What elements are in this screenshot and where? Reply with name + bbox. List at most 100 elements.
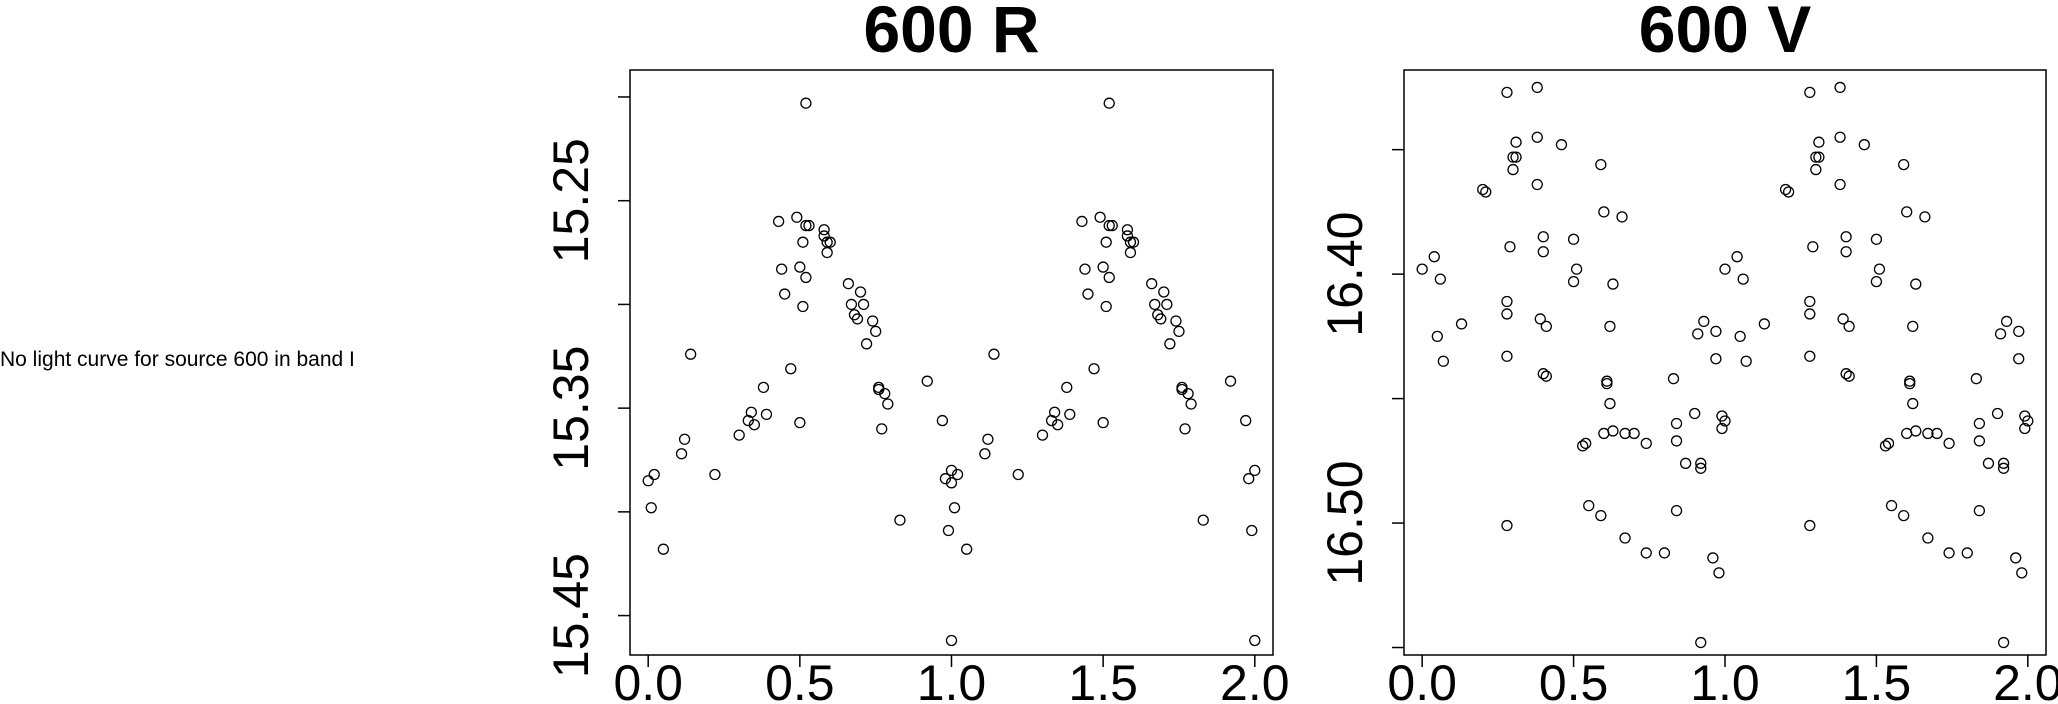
data-point xyxy=(1455,318,1468,330)
data-point xyxy=(1901,427,1913,440)
data-point xyxy=(1604,397,1616,410)
data-point xyxy=(1707,552,1719,564)
data-point xyxy=(1537,246,1549,258)
data-point xyxy=(1097,417,1109,429)
chart-panel-0: 600 R 0.0 0.5 1.0 1.5 2.0 15.25 15.35 15.45 xyxy=(543,0,1290,704)
chart-title: 600 R xyxy=(863,0,1039,66)
data-point xyxy=(1807,241,1819,253)
data-point xyxy=(1480,186,1492,198)
data-point xyxy=(1531,81,1543,94)
data-point xyxy=(1973,435,1986,447)
data-point xyxy=(1094,211,1106,223)
data-point xyxy=(1580,437,1592,450)
data-point xyxy=(2019,422,2031,435)
data-point xyxy=(1904,378,1916,390)
data-point xyxy=(1719,263,1731,275)
data-point xyxy=(1249,464,1261,477)
data-point xyxy=(951,468,964,481)
data-point xyxy=(1082,288,1094,300)
data-point xyxy=(1804,86,1816,99)
data-point xyxy=(791,211,803,223)
data-point xyxy=(1640,547,1652,559)
data-point xyxy=(1428,251,1440,263)
no-light-curve-note: No light curve for source 600 in band I xyxy=(0,348,355,371)
data-point xyxy=(1961,547,1973,559)
data-point xyxy=(945,634,958,647)
x-tick-label: 1.5 xyxy=(1068,655,1138,704)
data-point xyxy=(1982,457,1995,469)
data-point xyxy=(1088,363,1100,375)
data-point xyxy=(1121,224,1134,236)
data-point xyxy=(709,468,721,481)
data-point xyxy=(1106,219,1118,232)
data-point xyxy=(982,433,994,445)
data-point xyxy=(1507,163,1519,176)
data-point xyxy=(2016,567,2028,579)
data-point xyxy=(745,406,757,418)
data-point xyxy=(1997,636,2010,649)
y-tick-label: 15.25 xyxy=(543,138,599,263)
data-point xyxy=(1540,370,1552,382)
data-point xyxy=(1734,330,1746,343)
data-point xyxy=(1904,375,1916,387)
data-point xyxy=(1121,230,1134,242)
data-point xyxy=(1840,246,1852,258)
data-point xyxy=(1695,636,1707,649)
data-point xyxy=(779,288,791,300)
data-point xyxy=(785,363,797,375)
data-point xyxy=(1173,325,1185,338)
data-point xyxy=(1834,178,1846,191)
data-point xyxy=(1619,532,1631,544)
data-point xyxy=(942,524,955,537)
plot-frame xyxy=(629,69,1274,656)
data-point xyxy=(1510,136,1522,148)
data-point xyxy=(1079,263,1091,275)
data-point xyxy=(1970,373,1982,385)
data-point xyxy=(939,473,952,485)
data-point xyxy=(818,224,830,236)
data-point xyxy=(1907,320,1919,333)
x-tick-label: 0.5 xyxy=(765,655,835,704)
data-point xyxy=(1898,509,1910,522)
data-point xyxy=(1843,370,1855,382)
data-point xyxy=(1501,295,1513,308)
data-point xyxy=(1158,286,1170,298)
data-point xyxy=(776,263,788,275)
data-point xyxy=(1501,519,1513,532)
data-point xyxy=(1758,318,1771,330)
data-point xyxy=(757,381,770,394)
data-point xyxy=(803,219,815,232)
data-point xyxy=(1601,378,1613,390)
y-tick-label: 16.40 xyxy=(1317,212,1373,337)
data-point xyxy=(678,433,691,445)
data-point xyxy=(1997,457,2010,469)
data-point xyxy=(1901,206,1913,218)
data-point xyxy=(1240,414,1252,427)
data-point xyxy=(1840,368,1852,380)
data-point xyxy=(945,477,958,489)
data-point xyxy=(1179,423,1191,435)
data-point xyxy=(1537,368,1549,380)
data-point xyxy=(1146,278,1158,290)
data-point xyxy=(851,313,864,325)
x-tick-label: 1.0 xyxy=(917,655,987,704)
data-point xyxy=(1164,338,1176,350)
data-point xyxy=(979,448,991,460)
data-point xyxy=(1719,415,1731,427)
data-point xyxy=(1813,151,1825,163)
data-point xyxy=(772,215,785,228)
data-point xyxy=(1510,151,1522,163)
data-point xyxy=(961,543,973,555)
data-point xyxy=(870,325,882,338)
data-point xyxy=(1437,355,1450,367)
data-point xyxy=(845,298,858,311)
data-point xyxy=(988,348,1000,360)
x-tick-label: 1.5 xyxy=(1842,655,1912,704)
data-point xyxy=(1540,320,1552,333)
data-point xyxy=(873,383,885,396)
data-point xyxy=(1804,519,1816,532)
data-point xyxy=(857,298,870,311)
data-point xyxy=(1997,462,2010,474)
data-point xyxy=(1537,231,1549,243)
